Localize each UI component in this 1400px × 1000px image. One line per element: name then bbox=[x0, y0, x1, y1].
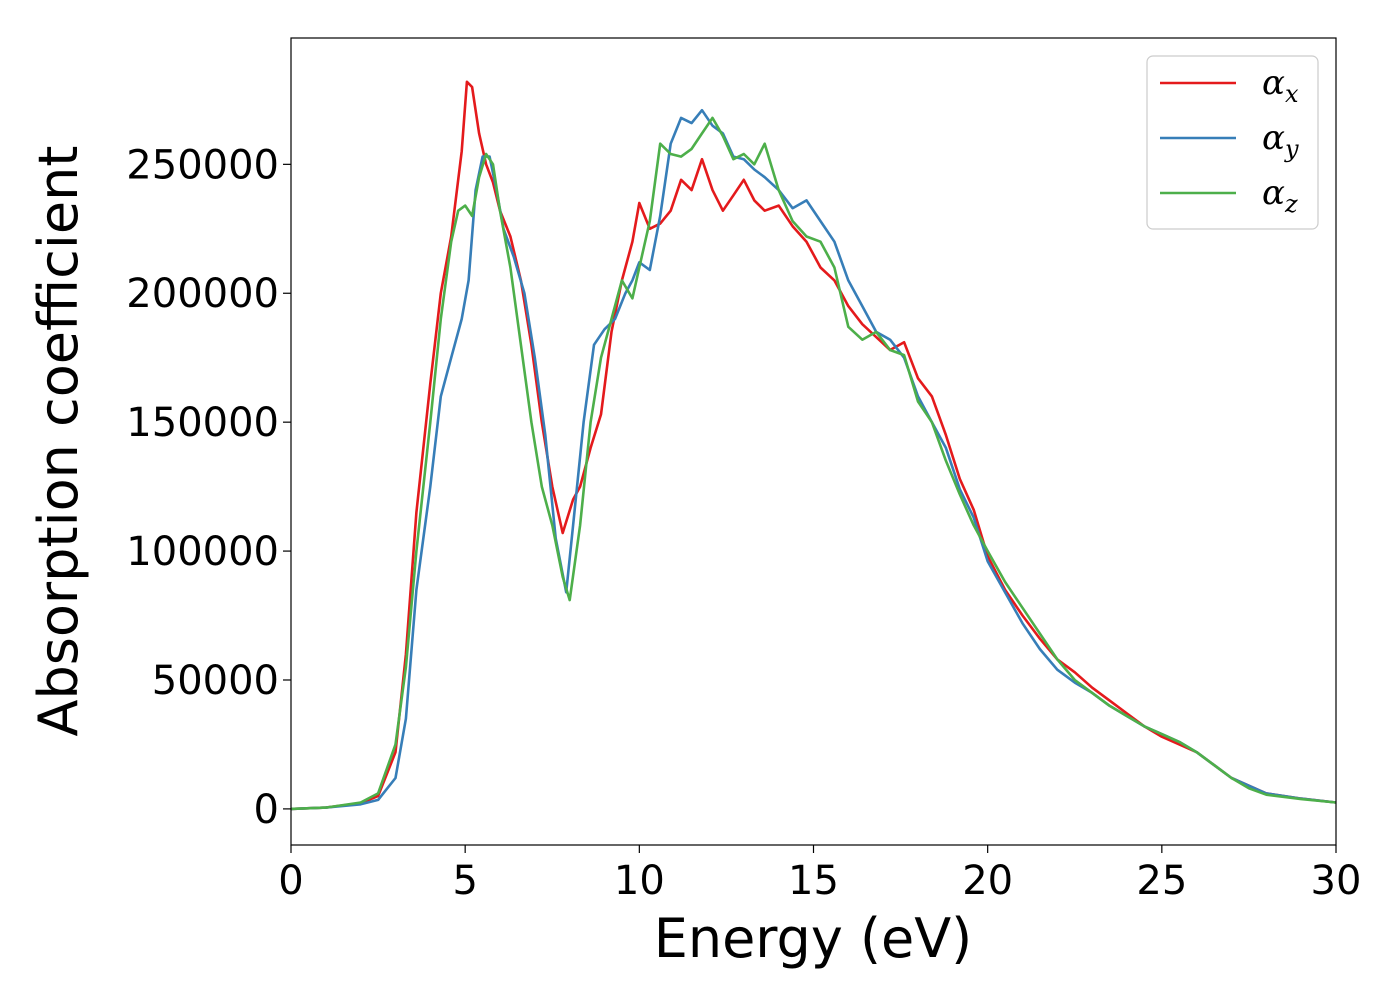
x-axis-ticks: 0 5 10 15 20 25 30 bbox=[278, 845, 1361, 904]
legend: αx αy αz bbox=[1146, 55, 1319, 230]
plot-lines bbox=[290, 80, 1337, 811]
y-axis-title: Absorption coefficient bbox=[27, 146, 90, 737]
y-tick-label: 50000 bbox=[152, 658, 279, 704]
x-tick-label: 30 bbox=[1311, 858, 1362, 904]
x-tick-label: 15 bbox=[788, 858, 839, 904]
x-tick-label: 25 bbox=[1136, 858, 1187, 904]
series-line-z bbox=[290, 116, 1337, 811]
legend-label-x: αx bbox=[1262, 63, 1299, 108]
y-tick-label: 200000 bbox=[126, 271, 279, 317]
x-tick-label: 0 bbox=[278, 858, 303, 904]
legend-frame bbox=[1146, 55, 1319, 230]
y-tick-label: 250000 bbox=[126, 142, 279, 188]
x-axis-title: Energy (eV) bbox=[654, 907, 973, 970]
y-tick-label: 150000 bbox=[126, 400, 279, 446]
series-line-x bbox=[290, 80, 1337, 811]
x-tick-label: 10 bbox=[614, 858, 665, 904]
x-tick-label: 20 bbox=[962, 858, 1013, 904]
x-tick-label: 5 bbox=[452, 858, 477, 904]
y-tick-label: 0 bbox=[254, 787, 279, 833]
legend-label-y: αy bbox=[1262, 118, 1299, 163]
legend-label-z: αz bbox=[1262, 173, 1298, 218]
y-axis-ticks: 0 50000 100000 150000 200000 250000 bbox=[126, 142, 291, 833]
y-tick-label: 100000 bbox=[126, 529, 279, 575]
